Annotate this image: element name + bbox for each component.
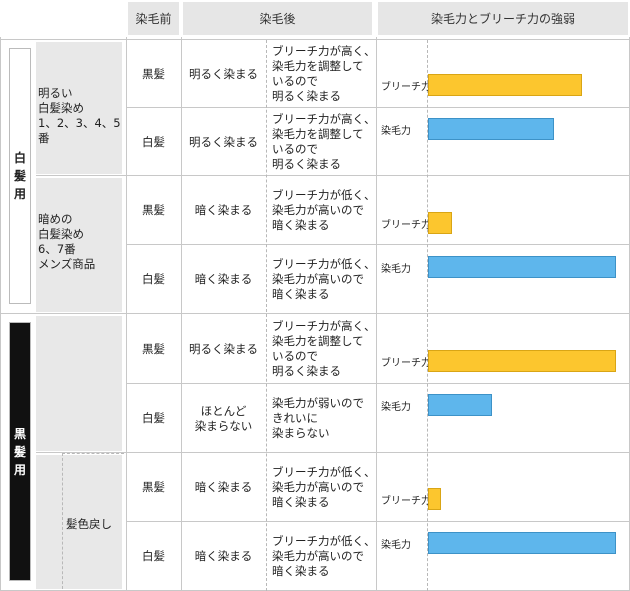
section-label-char: 用	[13, 462, 26, 477]
cell-after: 暗く染まる	[194, 480, 253, 494]
section-label-char: 髪	[13, 444, 26, 459]
cell-after: 暗く染まる	[194, 203, 253, 217]
section-label-char: 白	[13, 151, 26, 165]
group-label	[36, 316, 122, 451]
dye-power-label: 染毛力	[381, 540, 411, 551]
section-label: 黒髪用	[9, 322, 31, 581]
header-after: 染毛後	[183, 2, 372, 35]
section-label-char: 用	[13, 187, 26, 201]
group-divider	[62, 453, 63, 589]
cell-before: 白髪	[142, 134, 165, 149]
row-divider	[126, 244, 630, 245]
cell-before: 黒髪	[142, 203, 165, 217]
cell-description: 染毛力が弱いので きれいに 染まらない	[272, 396, 364, 440]
dye-power-label: 染毛力	[381, 264, 411, 275]
cell-after: 明るく染まる	[189, 134, 258, 149]
cell-after: 暗く染まる	[194, 549, 253, 563]
cell-after: 明るく染まる	[189, 341, 258, 356]
column-divider	[126, 37, 127, 591]
chart-axis	[427, 40, 428, 591]
cell-before: 黒髪	[142, 341, 165, 356]
dye-power-bar	[428, 118, 554, 140]
column-divider	[376, 37, 377, 591]
section-label-char: 髪	[13, 169, 26, 183]
dye-power-bar	[428, 256, 616, 278]
group-divider	[62, 453, 124, 454]
dye-power-bar	[428, 394, 492, 416]
row-divider	[0, 39, 630, 40]
cell-description: ブリーチ力が低く、 染毛力が高いので 暗く染まる	[272, 465, 376, 509]
cell-before: 白髪	[142, 411, 165, 425]
header-strength: 染毛力とブリーチ力の強弱	[378, 2, 628, 35]
bleach-power-label: ブリーチ力	[381, 358, 431, 369]
cell-after: ほとんど 染まらない	[194, 403, 253, 433]
cell-after: 暗く染まる	[194, 272, 253, 286]
cell-description: ブリーチ力が高く、 染毛力を調整して いるので 明るく染まる	[272, 112, 376, 171]
group-label: 暗めの 白髪染め 6、7番 メンズ商品	[36, 178, 122, 312]
column-divider	[266, 40, 267, 591]
dye-power-label: 染毛力	[381, 402, 411, 413]
bleach-power-label: ブリーチ力	[381, 220, 431, 231]
row-divider	[126, 383, 630, 384]
column-divider	[181, 37, 182, 591]
section-label: 白髪用	[9, 48, 31, 304]
section-label-char: 黒	[13, 426, 26, 441]
cell-before: 白髪	[142, 272, 165, 286]
cell-description: ブリーチ力が低く、 染毛力が高いので 暗く染まる	[272, 188, 376, 232]
group-label: 髪色戻し	[36, 455, 122, 589]
bleach-power-bar	[428, 74, 582, 96]
cell-before: 黒髪	[142, 66, 165, 81]
row-divider	[36, 452, 630, 453]
row-divider	[36, 175, 630, 176]
bleach-power-label: ブリーチ力	[381, 496, 431, 507]
row-divider	[126, 107, 630, 108]
group-label: 明るい 白髪染め 1、2、3、4、5番	[36, 42, 122, 174]
cell-before: 白髪	[142, 549, 165, 563]
outer-border	[0, 37, 1, 591]
cell-before: 黒髪	[142, 480, 165, 494]
bleach-power-bar	[428, 488, 441, 510]
cell-after: 明るく染まる	[189, 66, 258, 81]
bleach-power-bar	[428, 350, 616, 372]
bleach-power-label: ブリーチ力	[381, 82, 431, 93]
cell-description: ブリーチ力が高く、 染毛力を調整して いるので 明るく染まる	[272, 44, 376, 103]
dye-power-label: 染毛力	[381, 126, 411, 137]
cell-description: ブリーチ力が低く、 染毛力が高いので 暗く染まる	[272, 257, 376, 301]
row-divider	[126, 521, 630, 522]
header-before: 染毛前	[128, 2, 179, 35]
bleach-power-bar	[428, 212, 452, 234]
cell-description: ブリーチ力が高く、 染毛力を調整して いるので 明るく染まる	[272, 319, 376, 378]
cell-description: ブリーチ力が低く、 染毛力が高いので 暗く染まる	[272, 534, 376, 578]
dye-power-bar	[428, 532, 616, 554]
row-divider	[0, 313, 630, 314]
